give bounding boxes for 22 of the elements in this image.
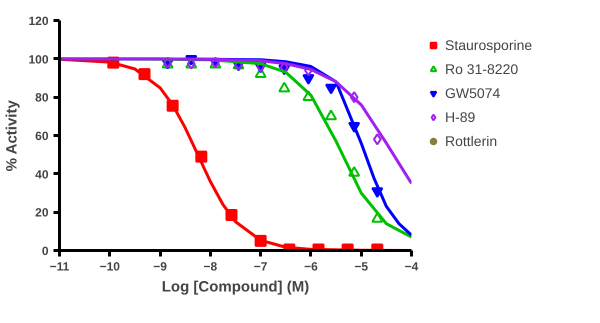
y-tick-label: 20 (35, 206, 49, 220)
x-axis-title: Log [Compound] (M) (162, 278, 310, 296)
y-tick-label: 40 (35, 167, 49, 182)
x-tick-label: −8 (204, 260, 218, 274)
y-tick-label: 80 (35, 90, 49, 105)
y-tick-label: 60 (35, 129, 49, 143)
y-tick-label: 100 (28, 52, 49, 66)
legend-label: Staurosporine (445, 37, 532, 53)
legend-label: GW5074 (445, 85, 500, 101)
x-tick-label: −10 (100, 260, 120, 274)
legend-label: Ro 31-8220 (445, 61, 518, 77)
x-tick-label: −7 (254, 260, 268, 274)
y-tick-label: 0 (42, 244, 49, 258)
legend-label: H-89 (445, 109, 476, 125)
x-tick-label: −4 (404, 260, 419, 274)
x-tick-label: −9 (153, 260, 168, 274)
x-tick-label: −5 (354, 260, 368, 274)
x-tick-label: −6 (304, 260, 318, 274)
y-tick-label: 120 (28, 14, 49, 28)
x-tick-label: −11 (50, 260, 70, 274)
y-axis-title: % Activity (3, 100, 20, 172)
legend-label: Rottlerin (445, 133, 498, 149)
